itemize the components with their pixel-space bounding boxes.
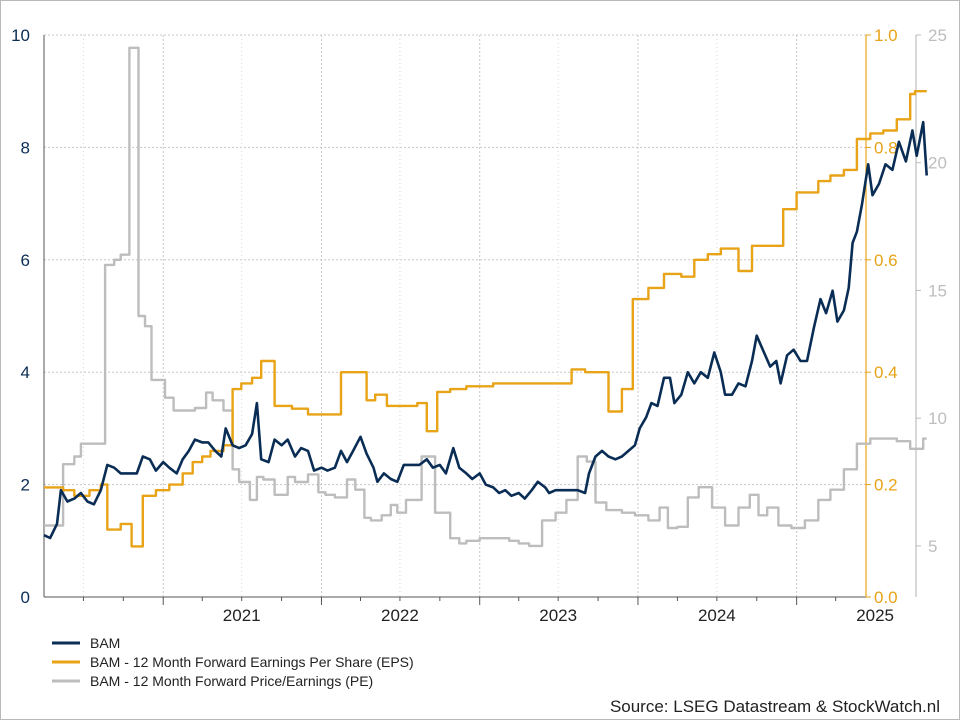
left-tick-label: 8 [21, 138, 30, 157]
left-tick-label: 6 [21, 251, 30, 270]
x-tick-label: 2023 [539, 606, 577, 625]
bam-series-line [43, 120, 928, 540]
legend-label: BAM - 12 Month Forward Price/Earnings (P… [90, 673, 373, 689]
pe-tick-label: 15 [928, 281, 947, 300]
eps-series-line [44, 90, 927, 548]
x-tick-label: 2021 [223, 606, 261, 625]
left-tick-label: 2 [21, 476, 30, 495]
legend-label: BAM - 12 Month Forward Earnings Per Shar… [90, 654, 414, 670]
eps-tick-label: 0.8 [874, 138, 898, 157]
pe-series-line [44, 46, 927, 548]
eps-tick-label: 0.6 [874, 251, 898, 270]
x-tick-label: 2022 [381, 606, 419, 625]
x-axis: 2021 2022 2023 2024 2025 [223, 606, 894, 625]
pe-tick-label: 20 [928, 154, 947, 173]
left-tick-label: 10 [11, 26, 30, 45]
eps-tick-label: 0.2 [874, 476, 898, 495]
pe-tick-label: 5 [928, 537, 937, 556]
legend: BAM BAM - 12 Month Forward Earnings Per S… [52, 635, 414, 689]
left-tick-label: 0 [21, 588, 30, 607]
axis-lines [43, 35, 917, 605]
pe-axis: 5 10 15 20 25 [916, 26, 947, 556]
series-group [43, 46, 928, 548]
legend-label: BAM [90, 635, 120, 651]
eps-axis: 0.0 0.2 0.4 0.6 0.8 1.0 [866, 26, 898, 607]
grid [44, 34, 866, 598]
x-tick-label: 2024 [698, 606, 736, 625]
eps-tick-label: 0.4 [874, 363, 898, 382]
source-text: Source: LSEG Datastream & StockWatch.nl [610, 697, 940, 716]
left-tick-label: 4 [21, 363, 30, 382]
pe-tick-label: 25 [928, 26, 947, 45]
pe-tick-label: 10 [928, 409, 947, 428]
x-tick-label: 2025 [856, 606, 894, 625]
left-axis: 0 2 4 6 8 10 [11, 26, 30, 607]
eps-tick-label: 1.0 [874, 26, 898, 45]
eps-tick-label: 0.0 [874, 588, 898, 607]
